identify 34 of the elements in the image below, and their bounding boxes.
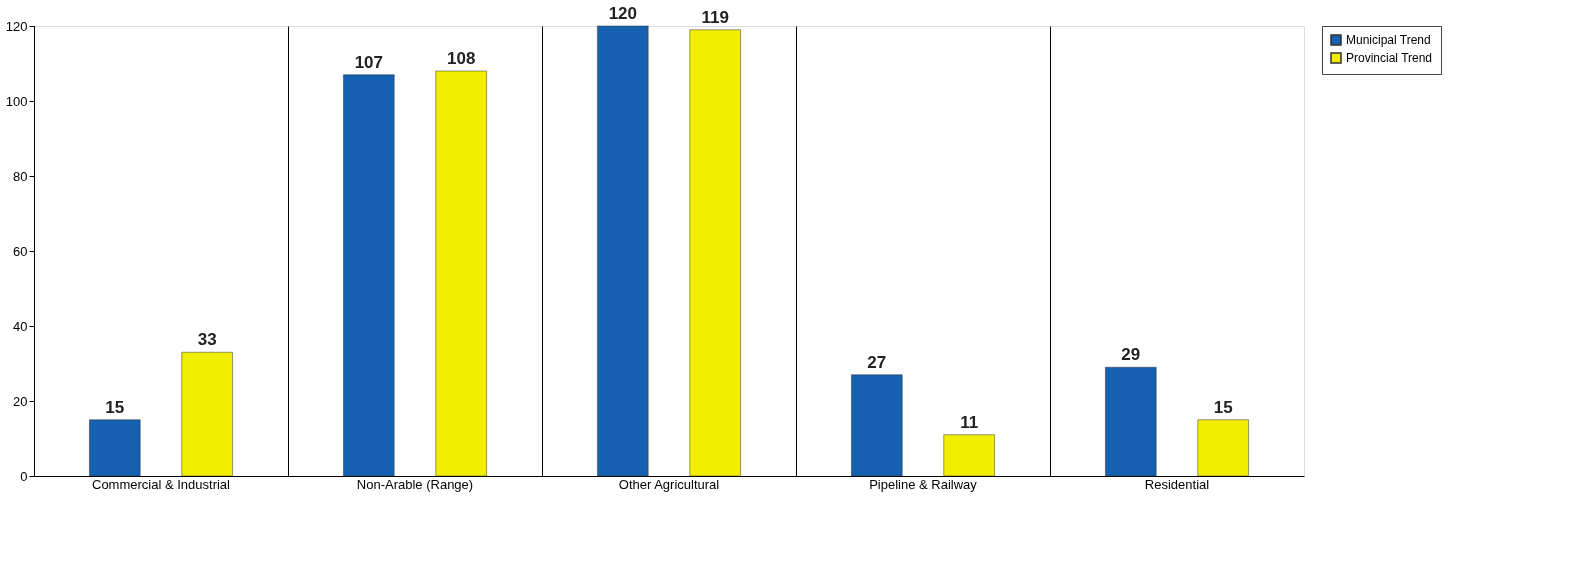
x-tick-label: Pipeline & Railway [869, 476, 978, 492]
bar [689, 29, 741, 477]
data-label: 15 [105, 397, 125, 417]
y-tick-label: 0 [20, 468, 28, 484]
data-label: 11 [960, 412, 979, 432]
data-label: 119 [701, 7, 729, 27]
y-tick-label: 60 [13, 243, 28, 259]
data-label: 29 [1121, 345, 1141, 365]
x-tick-label: Non-Arable (Range) [356, 476, 474, 492]
y-tick-label: 100 [5, 93, 28, 109]
bar [1197, 419, 1249, 477]
legend-label: Municipal Trend [1346, 33, 1431, 47]
bar [89, 419, 141, 477]
bar [435, 70, 487, 477]
bar [181, 352, 233, 477]
bar [343, 74, 395, 477]
data-label: 120 [608, 4, 638, 23]
data-label: 33 [197, 330, 217, 350]
y-tick-label: 40 [13, 318, 28, 334]
data-label: 15 [1213, 397, 1233, 417]
y-tick-label: 120 [5, 18, 28, 34]
y-tick-label: 20 [13, 393, 28, 409]
data-label: 108 [446, 49, 476, 68]
bar [1105, 367, 1157, 477]
bar [597, 25, 649, 477]
bar [943, 434, 995, 477]
x-tick-label: Commercial & Industrial [92, 476, 231, 492]
x-tick-label: Other Agricultural [618, 476, 720, 492]
legend-label: Provincial Trend [1346, 51, 1433, 65]
x-tick-label: Residential [1144, 476, 1210, 492]
data-label: 107 [354, 52, 384, 72]
y-tick-label: 80 [13, 168, 28, 184]
bar [851, 374, 903, 477]
data-label: 27 [867, 352, 887, 372]
